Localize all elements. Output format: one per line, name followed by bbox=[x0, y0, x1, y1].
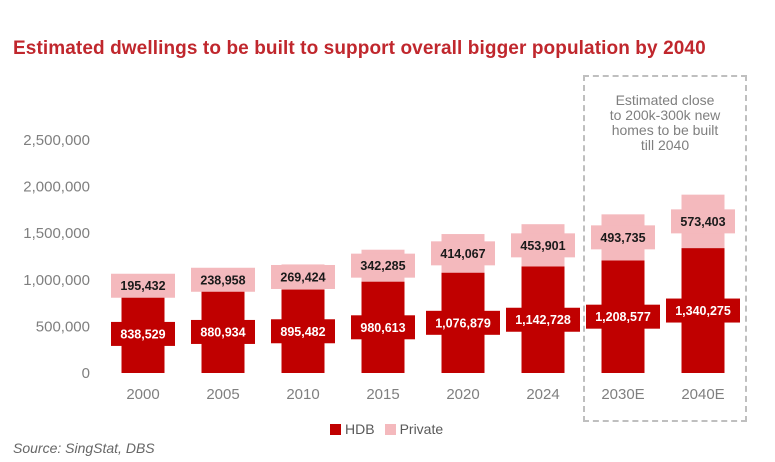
y-tick-label: 2,000,000 bbox=[23, 179, 90, 196]
data-label-box-private bbox=[591, 225, 655, 250]
data-label-box-hdb bbox=[191, 319, 255, 344]
x-tick-label: 2005 bbox=[206, 386, 239, 403]
x-tick-label: 2040E bbox=[681, 386, 724, 403]
data-label-private: 414,067 bbox=[440, 247, 485, 261]
data-label-box-hdb bbox=[111, 321, 175, 346]
data-label-hdb: 1,142,728 bbox=[515, 313, 571, 327]
x-tick-label: 2015 bbox=[366, 386, 399, 403]
data-label-private: 453,901 bbox=[520, 239, 565, 253]
data-label-box-private bbox=[671, 209, 735, 234]
x-tick-label: 2024 bbox=[526, 386, 559, 403]
data-label-hdb: 880,934 bbox=[200, 325, 245, 339]
x-tick-label: 2000 bbox=[126, 386, 159, 403]
forecast-highlight-box bbox=[583, 75, 747, 422]
source-note: Source: SingStat, DBS bbox=[13, 440, 155, 456]
y-tick-label: 1,000,000 bbox=[23, 272, 90, 289]
data-label-box-hdb bbox=[666, 298, 740, 323]
chart-legend: HDB Private bbox=[330, 421, 453, 437]
y-tick-label: 2,500,000 bbox=[23, 132, 90, 149]
data-label-hdb: 1,208,577 bbox=[595, 310, 651, 324]
y-tick-label: 500,000 bbox=[36, 318, 90, 335]
y-tick-label: 0 bbox=[82, 365, 90, 382]
data-label-hdb: 1,340,275 bbox=[675, 304, 731, 318]
data-label-box-hdb bbox=[351, 315, 415, 340]
data-label-private: 342,285 bbox=[360, 259, 405, 273]
hdb-swatch-icon bbox=[330, 423, 341, 435]
chart-title: Estimated dwellings to be built to suppo… bbox=[13, 38, 706, 59]
data-label-private: 269,424 bbox=[280, 270, 325, 284]
x-tick-label: 2030E bbox=[601, 386, 644, 403]
legend-label-private: Private bbox=[399, 421, 444, 437]
data-label-private: 493,735 bbox=[600, 231, 645, 245]
legend-item-private: Private bbox=[384, 421, 444, 437]
data-label-private: 573,403 bbox=[680, 215, 725, 229]
forecast-annotation: Estimated close to 200k-300k new homes t… bbox=[609, 92, 721, 153]
data-label-box-private bbox=[511, 233, 575, 258]
data-label-box-hdb bbox=[426, 310, 500, 335]
data-label-hdb: 838,529 bbox=[120, 327, 165, 341]
data-label-box-hdb bbox=[586, 304, 660, 329]
data-label-box-private bbox=[191, 267, 255, 292]
x-tick-label: 2020 bbox=[446, 386, 479, 403]
data-label-box-hdb bbox=[506, 307, 580, 332]
legend-label-hdb: HDB bbox=[345, 421, 375, 437]
data-label-hdb: 1,076,879 bbox=[435, 316, 491, 330]
data-label-hdb: 895,482 bbox=[280, 325, 325, 339]
data-label-box-hdb bbox=[271, 319, 335, 344]
data-label-box-private bbox=[431, 241, 495, 266]
legend-item-hdb: HDB bbox=[330, 421, 375, 437]
data-label-box-private bbox=[351, 253, 415, 278]
private-swatch-icon bbox=[384, 423, 396, 435]
x-tick-label: 2010 bbox=[286, 386, 319, 403]
data-label-box-private bbox=[271, 264, 335, 289]
data-label-private: 238,958 bbox=[200, 273, 245, 287]
y-tick-label: 1,500,000 bbox=[23, 225, 90, 242]
data-label-hdb: 980,613 bbox=[360, 321, 405, 335]
data-label-private: 195,432 bbox=[120, 279, 165, 293]
data-label-box-private bbox=[111, 273, 175, 298]
